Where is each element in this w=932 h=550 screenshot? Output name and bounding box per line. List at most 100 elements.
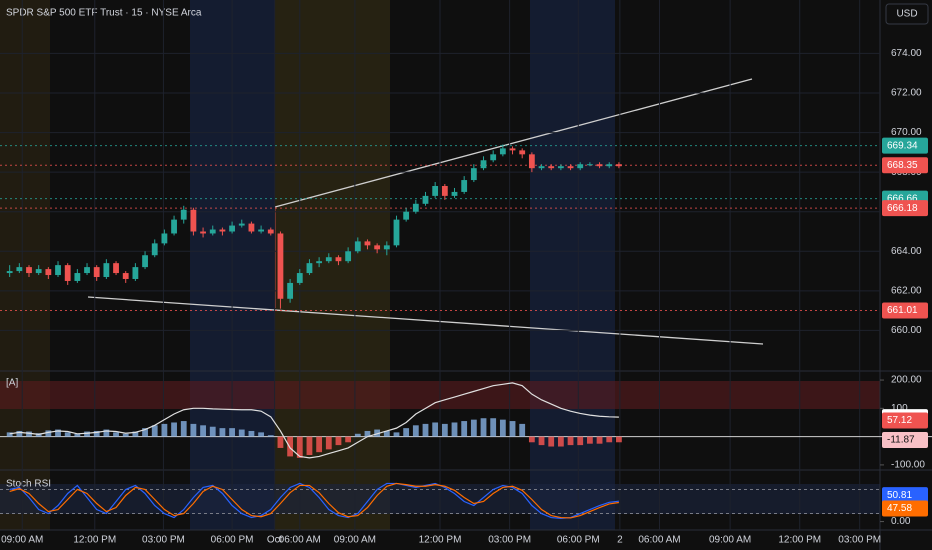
histogram-bar [180, 421, 187, 437]
candle-body [577, 164, 584, 169]
price-tag [882, 200, 928, 217]
price-tag-label: -11.87 [887, 435, 915, 446]
y-tick-label: 674.00 [891, 48, 922, 59]
price-tag [882, 500, 928, 517]
candle-body [586, 164, 593, 166]
histogram-bar [296, 436, 303, 458]
price-tag-label: 661.01 [887, 305, 918, 316]
x-tick-label: 12:00 PM [778, 535, 821, 546]
price-tag-label: 668.35 [887, 160, 918, 171]
candle-body [461, 180, 468, 192]
candle-body [142, 255, 148, 268]
histogram-bar [64, 432, 71, 437]
x-tick-label: 09:00 AM [1, 535, 43, 546]
histogram-bar [26, 431, 32, 437]
histogram-bar [577, 436, 584, 446]
y-tick-label: -100.00 [891, 460, 925, 471]
histogram-bar [422, 423, 429, 437]
session-shade [275, 0, 390, 530]
x-tick-label: 03:00 PM [142, 535, 185, 546]
candle-body [103, 263, 110, 278]
candle-body [403, 211, 410, 220]
candle-body [190, 209, 197, 232]
x-tick-label: 09:00 AM [709, 535, 751, 546]
histogram-bar [616, 436, 622, 443]
candle-body [412, 203, 419, 212]
histogram-bar [277, 436, 284, 448]
candle-body [364, 241, 371, 246]
indicator-label: Stoch RSI [6, 479, 51, 490]
price-tag-label: 57.12 [887, 415, 912, 426]
y-tick-label: 100 [891, 403, 908, 414]
price-tag-label: 666.18 [887, 203, 918, 214]
x-tick-label: 06:00 AM [279, 535, 321, 546]
candle-body [277, 233, 284, 299]
histogram-bar [229, 428, 235, 437]
candle-body [374, 245, 381, 250]
candle-body [93, 267, 100, 278]
price-tag [882, 487, 928, 504]
histogram-bar [557, 436, 564, 447]
histogram-bar [132, 431, 139, 437]
price-tag [882, 157, 928, 174]
currency[interactable]: USD [896, 9, 917, 20]
candle-body [209, 229, 216, 234]
candle-body [451, 191, 458, 196]
histogram-bar [55, 429, 61, 437]
y-tick-label: 660.00 [891, 325, 922, 336]
candle-body [538, 166, 545, 169]
candle-body [316, 261, 323, 264]
candle-body [383, 245, 390, 250]
histogram-bar [538, 436, 545, 446]
candle-body [287, 282, 294, 299]
histogram-bar [606, 436, 613, 443]
candle-body [219, 229, 226, 232]
trend-line [87, 296, 764, 345]
candle-body [548, 166, 555, 169]
histogram-bar [403, 428, 410, 437]
candle-body [509, 148, 516, 151]
price-tag-label: 666.66 [887, 193, 918, 204]
histogram-bar [441, 423, 448, 437]
histogram-bar [461, 421, 468, 437]
price-tag [882, 431, 928, 448]
candle-body [161, 233, 168, 244]
histogram-bar [209, 426, 216, 437]
currency-button[interactable] [885, 3, 929, 25]
candle-body [132, 267, 139, 279]
histogram-bar [267, 435, 274, 437]
candle-body [470, 168, 477, 181]
candle-body [267, 229, 274, 234]
x-tick-label: 03:00 PM [838, 535, 881, 546]
candle-body [432, 185, 439, 196]
histogram-bar [586, 436, 593, 444]
y-tick-label: 672.00 [891, 88, 922, 99]
histogram-bar [432, 422, 439, 437]
x-tick-label: 12:00 PM [419, 535, 462, 546]
candle-body [84, 267, 90, 274]
stoch-line [9, 482, 619, 519]
histogram-bar [374, 429, 381, 437]
histogram-bar [528, 436, 535, 443]
y-tick-label: 662.00 [891, 285, 922, 296]
histogram-bar [316, 436, 323, 453]
histogram-bar [364, 430, 371, 437]
y-tick-label: 670.00 [891, 127, 922, 138]
histogram-bar [325, 436, 332, 450]
histogram-bar [93, 430, 100, 437]
histogram-bar [287, 436, 294, 457]
histogram-bar [151, 425, 158, 437]
histogram-bar [219, 428, 226, 437]
histogram-bar [412, 425, 419, 437]
y-tick-label: 200.00 [891, 375, 922, 386]
x-tick-label: Oct [267, 535, 283, 546]
histogram-bar [480, 418, 487, 437]
candle-body [171, 219, 177, 234]
histogram-bar [567, 436, 574, 446]
candle-body [490, 154, 497, 161]
x-tick-label: 06:00 PM [211, 535, 254, 546]
candle-body [596, 164, 603, 167]
price-tag [882, 412, 928, 429]
x-tick-label: 03:00 PM [488, 535, 531, 546]
